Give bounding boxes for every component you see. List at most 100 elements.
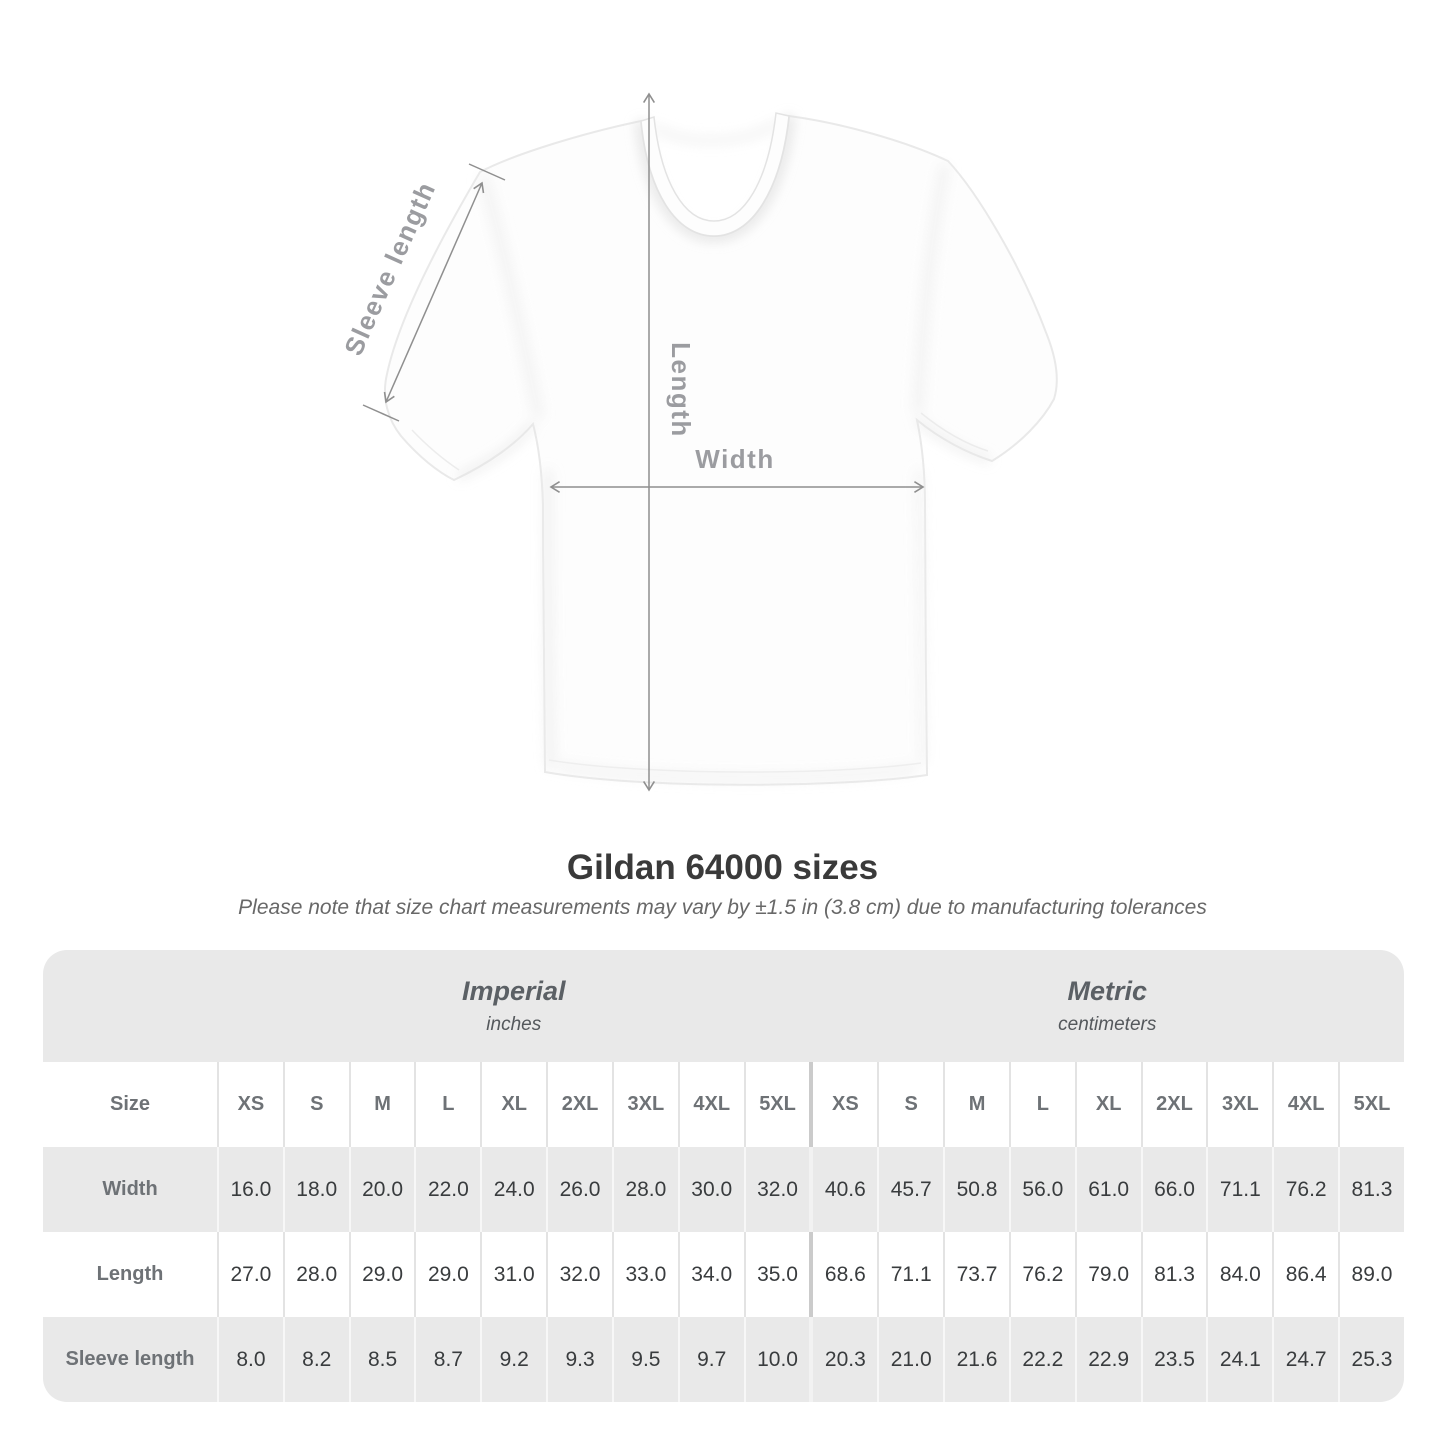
value-cell: 9.5 [611,1317,678,1402]
value-cell: 20.0 [348,1147,415,1232]
length-label: Length [666,342,696,438]
value-cell: 66.0 [1140,1147,1207,1232]
value-cell: 81.3 [1140,1232,1207,1317]
value-cell: 20.3 [809,1317,877,1402]
size-col-header: 4XL [677,1062,744,1147]
tshirt-body [383,114,1058,786]
tolerance-note: Please note that size chart measurements… [238,896,1207,919]
size-col-header: S [282,1062,349,1147]
value-cell: 28.0 [611,1147,678,1232]
value-cell: 29.0 [414,1232,480,1317]
value-cell: 35.0 [743,1232,810,1317]
size-header-row: Size XS S M L XL 2XL 3XL 4XL 5XL XS S M L XL 2XL 3XL 4XL 5… [43,1062,1404,1147]
value-cell: 16.0 [217,1147,283,1232]
value-cell: 18.0 [282,1147,349,1232]
value-cell: 22.2 [1008,1317,1075,1402]
table-row: Sleeve length 8.0 8.2 8.5 8.7 9.2 9.3 9.5 9.7 10.… [43,1317,1404,1402]
size-col-header: 3XL [1206,1062,1272,1147]
value-cell: 25.3 [1338,1317,1404,1402]
value-cell: 8.0 [217,1317,283,1402]
value-cell: 8.5 [348,1317,415,1402]
value-cell: 84.0 [1206,1232,1272,1317]
units-header-spacer [43,950,217,1062]
size-table-rows: Size XS S M L XL 2XL 3XL 4XL 5XL XS S M L XL 2XL 3XL 4XL 5… [43,1062,1404,1402]
value-cell: 73.7 [943,1232,1009,1317]
value-cell: 22.9 [1074,1317,1141,1402]
value-cell: 81.3 [1338,1147,1404,1232]
value-cell: 22.0 [414,1147,480,1232]
tshirt-illustration [383,112,1058,786]
imperial-header: Imperial inches [217,950,811,1062]
table-row: Length 27.0 28.0 29.0 29.0 31.0 32.0 33.0 34.0 35… [43,1232,1404,1317]
value-cell: 26.0 [546,1147,612,1232]
value-cell: 24.1 [1206,1317,1272,1402]
value-cell: 56.0 [1008,1147,1075,1232]
value-cell: 86.4 [1272,1232,1338,1317]
size-col-header: S [877,1062,943,1147]
value-cell: 33.0 [611,1232,678,1317]
metric-header: Metric centimeters [811,950,1405,1062]
width-label: Width [695,444,774,474]
tshirt-collar [640,112,790,237]
size-col-header: 2XL [546,1062,612,1147]
value-cell: 40.6 [809,1147,877,1232]
value-cell: 32.0 [546,1232,612,1317]
row-label: Width [102,1178,158,1200]
row-label: Size [109,1093,151,1115]
value-cell: 8.7 [414,1317,480,1402]
row-label: Length [96,1263,164,1285]
value-cell: 23.5 [1140,1317,1207,1402]
sleeve-end-tick [468,163,506,181]
value-cell: 68.6 [809,1232,877,1317]
metric-title: Metric [1067,976,1148,1006]
value-cell: 32.0 [743,1147,810,1232]
value-cell: 76.2 [1008,1232,1075,1317]
size-col-header: 3XL [611,1062,678,1147]
metric-unit: centimeters [1058,1014,1157,1035]
value-cell: 24.0 [480,1147,546,1232]
value-cell: 9.2 [480,1317,546,1402]
table-row: Width 16.0 18.0 20.0 22.0 24.0 26.0 28.0 30.0 32.… [43,1147,1404,1232]
value-cell: 79.0 [1074,1232,1141,1317]
size-col-header: XL [480,1062,546,1147]
dimension-arrows [362,92,925,792]
value-cell: 27.0 [217,1232,283,1317]
row-label: Sleeve length [65,1348,195,1370]
sleeve-end-tick [362,404,400,422]
size-col-header: XS [217,1062,283,1147]
value-cell: 10.0 [743,1317,810,1402]
value-cell: 21.6 [943,1317,1009,1402]
size-col-header: 4XL [1272,1062,1338,1147]
value-cell: 9.7 [677,1317,744,1402]
size-col-header: L [1008,1062,1075,1147]
size-col-header: M [348,1062,415,1147]
value-cell: 45.7 [877,1147,943,1232]
value-cell: 24.7 [1272,1317,1338,1402]
size-col-header: XS [809,1062,877,1147]
value-cell: 21.0 [877,1317,943,1402]
size-chart-table: Imperial inches Metric centimeters Size X… [43,950,1404,1402]
size-col-header: L [414,1062,480,1147]
value-cell: 30.0 [677,1147,744,1232]
value-cell: 50.8 [943,1147,1009,1232]
value-cell: 34.0 [677,1232,744,1317]
value-cell: 76.2 [1272,1147,1338,1232]
size-col-header: XL [1074,1062,1141,1147]
value-cell: 31.0 [480,1232,546,1317]
imperial-unit: inches [486,1014,542,1035]
tshirt-measurement-diagram: Sleeve length Length Width [338,92,1058,792]
size-col-header: 2XL [1140,1062,1207,1147]
page-title: Gildan 64000 sizes [566,848,879,887]
value-cell: 89.0 [1338,1232,1404,1317]
sleeve-length-arrow [383,181,485,404]
size-col-header: 5XL [743,1062,810,1147]
value-cell: 9.3 [546,1317,612,1402]
value-cell: 71.1 [1206,1147,1272,1232]
imperial-title: Imperial [461,976,566,1006]
value-cell: 61.0 [1074,1147,1141,1232]
size-col-header: 5XL [1338,1062,1404,1147]
value-cell: 8.2 [282,1317,349,1402]
value-cell: 29.0 [348,1232,415,1317]
units-header-row: Imperial inches Metric centimeters [43,950,1404,1062]
value-cell: 28.0 [282,1232,349,1317]
